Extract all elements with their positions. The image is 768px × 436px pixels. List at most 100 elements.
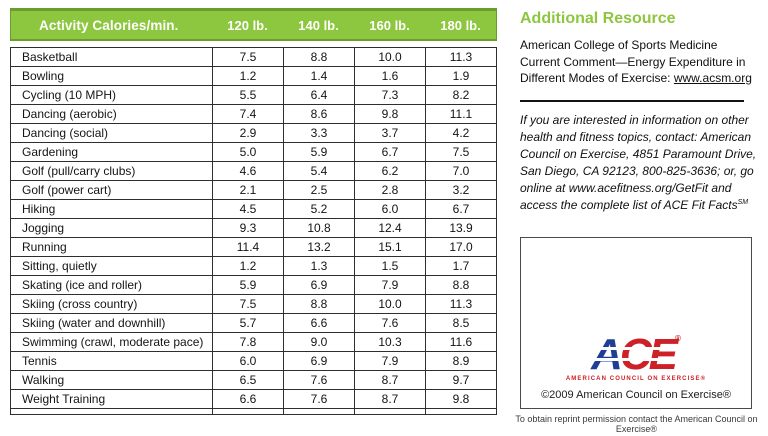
value-cell: 8.7: [354, 390, 425, 408]
value-cell: 7.6: [283, 371, 354, 389]
activity-cell: Skiing (water and downhill): [22, 316, 166, 330]
table-row: [11, 409, 496, 414]
logo-stripe: [588, 347, 678, 351]
activity-cell: Bowling: [22, 69, 65, 83]
activity-cell: Skating (ice and roller): [22, 278, 143, 292]
value-cell: 3.3: [283, 124, 354, 142]
weight-column-header-160: 160 lb.: [369, 17, 410, 33]
value-cell: 7.8: [212, 333, 283, 351]
value-cell: 1.2: [212, 67, 283, 85]
activity-cell: Golf (power cart): [22, 183, 112, 197]
reprint-note: To obtain reprint permission contact the…: [515, 414, 758, 434]
table-row: Golf (pull/carry clubs) 4.6 5.4 6.2 7.0: [11, 162, 496, 181]
value-cell: 2.1: [212, 181, 283, 199]
value-cell: 10.0: [354, 48, 425, 66]
value-cell: 7.4: [212, 105, 283, 123]
value-cell: 11.3: [425, 295, 496, 313]
value-cell: 13.9: [425, 219, 496, 237]
value-cell: 10.3: [354, 333, 425, 351]
calorie-table: Activity Calories/min. 120 lb. 140 lb. 1…: [10, 8, 497, 415]
table-row: Skiing (water and downhill) 5.7 6.6 7.6 …: [11, 314, 496, 333]
value-cell: [283, 409, 354, 414]
registered-mark: ®: [675, 334, 681, 344]
value-cell: 6.7: [425, 200, 496, 218]
value-cell: 5.2: [283, 200, 354, 218]
value-cell: 6.0: [354, 200, 425, 218]
ace-logo-caption: AMERICAN COUNCIL ON EXERCISE®: [565, 376, 707, 382]
value-cell: 7.6: [283, 390, 354, 408]
value-cell: 1.4: [283, 67, 354, 85]
value-cell: 8.6: [283, 105, 354, 123]
activity-cell: Gardening: [22, 145, 79, 159]
value-cell: 8.5: [425, 314, 496, 332]
activity-cell: Dancing (social): [22, 126, 109, 140]
value-cell: 11.3: [425, 48, 496, 66]
value-cell: 8.8: [425, 276, 496, 294]
value-cell: 5.9: [283, 143, 354, 161]
activity-column-header: Activity Calories/min.: [39, 17, 179, 33]
activity-cell: Walking: [22, 373, 65, 387]
value-cell: 10.0: [354, 295, 425, 313]
contact-paragraph: If you are interested in information on …: [520, 112, 764, 214]
value-cell: 6.7: [354, 143, 425, 161]
value-cell: 6.4: [283, 86, 354, 104]
ace-logo-icon: ACE®: [588, 333, 681, 377]
table-row: Sitting, quietly 1.2 1.3 1.5 1.7: [11, 257, 496, 276]
value-cell: 7.6: [354, 314, 425, 332]
value-cell: [212, 409, 283, 414]
value-cell: 5.9: [212, 276, 283, 294]
value-cell: 3.7: [354, 124, 425, 142]
activity-cell: Running: [22, 240, 67, 254]
sidebar-divider: [520, 100, 744, 102]
value-cell: 8.8: [283, 295, 354, 313]
table-row: Running 11.4 13.2 15.1 17.0: [11, 238, 496, 257]
activity-cell: Cycling (10 MPH): [22, 88, 117, 102]
value-cell: 7.9: [354, 276, 425, 294]
value-cell: 11.6: [425, 333, 496, 351]
value-cell: 9.8: [354, 105, 425, 123]
value-cell: [425, 409, 496, 414]
value-cell: 4.5: [212, 200, 283, 218]
value-cell: 9.8: [425, 390, 496, 408]
table-header-row: Activity Calories/min. 120 lb. 140 lb. 1…: [10, 8, 497, 41]
value-cell: 2.5: [283, 181, 354, 199]
value-cell: 5.0: [212, 143, 283, 161]
logo-stripe: [588, 358, 678, 362]
weight-column-header-180: 180 lb.: [440, 17, 481, 33]
table-row: Skating (ice and roller) 5.9 6.9 7.9 8.8: [11, 276, 496, 295]
weight-column-header-120: 120 lb.: [227, 17, 268, 33]
value-cell: 17.0: [425, 238, 496, 256]
table-body: Basketball 7.5 8.8 10.0 11.3 Bowling 1.2…: [10, 47, 497, 415]
value-cell: 4.2: [425, 124, 496, 142]
value-cell: 10.8: [283, 219, 354, 237]
table-row: Tennis 6.0 6.9 7.9 8.9: [11, 352, 496, 371]
copyright-line: ©2009 American Council on Exercise®: [541, 389, 731, 401]
contact-text: If you are interested in information on …: [520, 113, 757, 213]
ace-letter-a: A: [591, 330, 623, 380]
table-row: Basketball 7.5 8.8 10.0 11.3: [11, 48, 496, 67]
activity-cell: Basketball: [22, 50, 78, 64]
table-row: Dancing (social) 2.9 3.3 3.7 4.2: [11, 124, 496, 143]
value-cell: 1.5: [354, 257, 425, 275]
value-cell: [354, 409, 425, 414]
value-cell: 6.5: [212, 371, 283, 389]
value-cell: 1.6: [354, 67, 425, 85]
value-cell: 3.2: [425, 181, 496, 199]
weight-column-header-140: 140 lb.: [298, 17, 339, 33]
value-cell: 1.9: [425, 67, 496, 85]
value-cell: 8.2: [425, 86, 496, 104]
activity-cell: [11, 409, 212, 414]
value-cell: 9.0: [283, 333, 354, 351]
activity-cell: Skiing (cross country): [22, 297, 138, 311]
value-cell: 7.5: [425, 143, 496, 161]
value-cell: 5.7: [212, 314, 283, 332]
activity-cell: Dancing (aerobic): [22, 107, 117, 121]
acsm-link[interactable]: www.acsm.org: [673, 71, 752, 86]
value-cell: 4.6: [212, 162, 283, 180]
service-mark: SM: [737, 199, 749, 207]
activity-cell: Sitting, quietly: [22, 259, 97, 273]
value-cell: 1.3: [283, 257, 354, 275]
value-cell: 6.9: [283, 276, 354, 294]
value-cell: 1.2: [212, 257, 283, 275]
